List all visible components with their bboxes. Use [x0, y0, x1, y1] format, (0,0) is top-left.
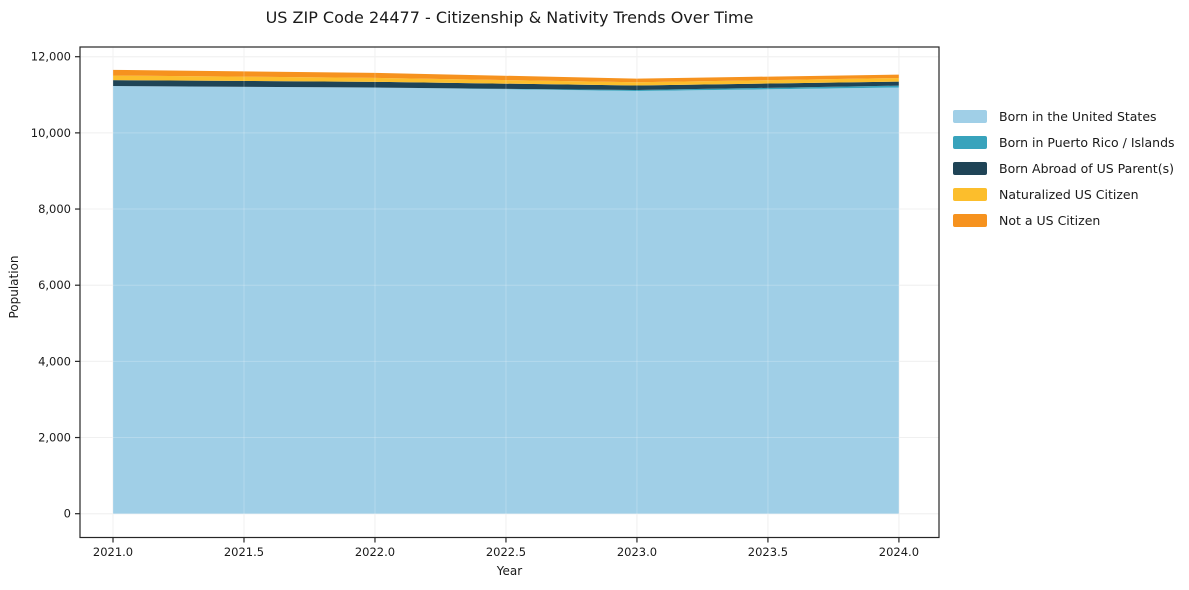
legend-item: Born in the United States	[953, 103, 1175, 129]
legend: Born in the United States Born in Puerto …	[953, 103, 1175, 233]
legend-label: Naturalized US Citizen	[999, 186, 1139, 202]
legend-label: Born in Puerto Rico / Islands	[999, 134, 1175, 150]
y-tick-label: 2,000	[38, 431, 71, 445]
y-axis-label: Population	[7, 255, 21, 319]
legend-swatch	[953, 187, 987, 201]
legend-item: Not a US Citizen	[953, 207, 1175, 233]
x-tick-label: 2023.5	[748, 545, 788, 559]
y-tick-label: 6,000	[38, 278, 71, 292]
area-series-born-abroad-of-us-parent-s	[113, 80, 899, 91]
y-tick-label: 12,000	[31, 50, 71, 64]
area-series-not-a-us-citizen	[113, 69, 899, 83]
legend-label: Born in the United States	[999, 108, 1157, 124]
x-tick-label: 2024.0	[879, 545, 919, 559]
area-series-born-in-the-united-states	[113, 86, 899, 514]
legend-swatch	[953, 213, 987, 227]
x-tick-label: 2022.0	[355, 545, 395, 559]
area-series-naturalized-us-citizen	[113, 75, 899, 86]
x-tick-label: 2022.5	[486, 545, 526, 559]
y-tick-label: 10,000	[31, 126, 71, 140]
y-tick-label: 8,000	[38, 202, 71, 216]
y-tick-label: 0	[64, 507, 71, 521]
chart-title: US ZIP Code 24477 - Citizenship & Nativi…	[265, 8, 754, 27]
legend-label: Born Abroad of US Parent(s)	[999, 160, 1174, 176]
legend-item: Born Abroad of US Parent(s)	[953, 155, 1175, 181]
legend-item: Born in Puerto Rico / Islands	[953, 129, 1175, 155]
y-tick-label: 4,000	[38, 354, 71, 368]
legend-label: Not a US Citizen	[999, 212, 1101, 228]
x-tick-label: 2021.0	[93, 545, 133, 559]
legend-item: Naturalized US Citizen	[953, 181, 1175, 207]
plot-frame	[79, 46, 940, 539]
legend-swatch	[953, 109, 987, 123]
legend-swatch	[953, 135, 987, 149]
x-tick-label: 2023.0	[617, 545, 657, 559]
area-series-born-in-puerto-rico-islands	[113, 85, 899, 91]
legend-swatch	[953, 161, 987, 175]
x-tick-label: 2021.5	[224, 545, 264, 559]
x-axis-label: Year	[496, 564, 523, 578]
